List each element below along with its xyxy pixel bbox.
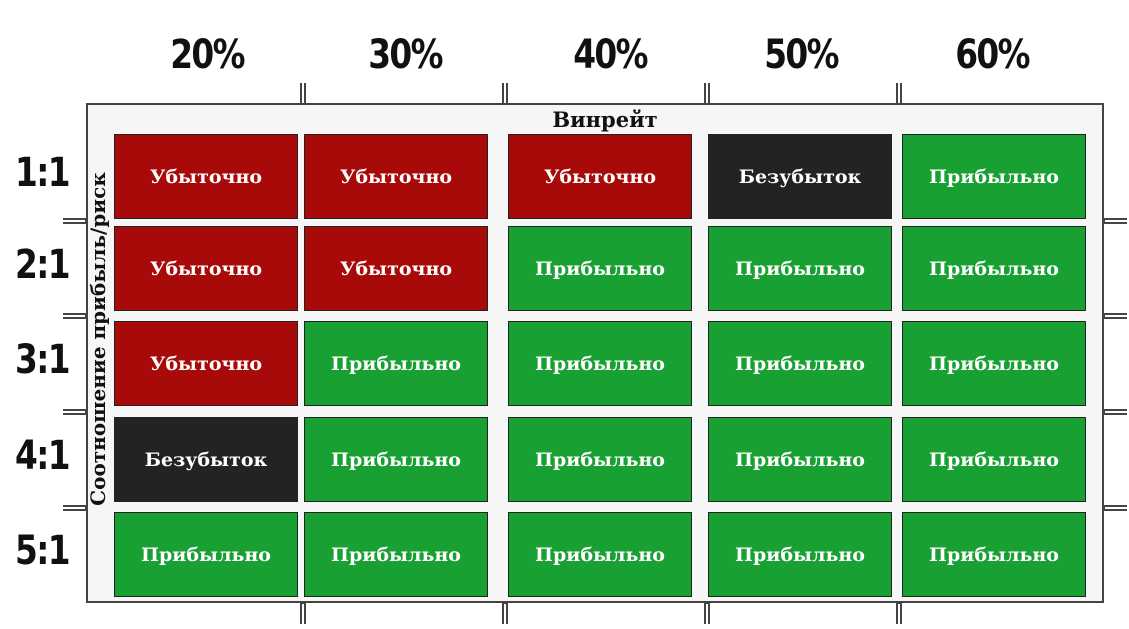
x-axis-title: Винрейт bbox=[552, 107, 658, 132]
frame-tick-right-2 bbox=[1103, 313, 1127, 319]
frame-tick-bottom-2 bbox=[502, 602, 508, 624]
cell-r5-c1: Прибыльно bbox=[114, 512, 298, 597]
frame-tick-right-4 bbox=[1103, 505, 1127, 511]
row-header-4: 4:1 bbox=[15, 433, 70, 479]
cell-r3-c1: Убыточно bbox=[114, 321, 298, 406]
cell-r3-c5: Прибыльно bbox=[902, 321, 1086, 406]
frame-tick-left-4 bbox=[63, 505, 87, 511]
cell-r4-c3: Прибыльно bbox=[508, 417, 692, 502]
cell-r4-c1: Безубыток bbox=[114, 417, 298, 502]
cell-r4-c2: Прибыльно bbox=[304, 417, 488, 502]
cell-r2-c5: Прибыльно bbox=[902, 226, 1086, 311]
frame-tick-right-3 bbox=[1103, 409, 1127, 415]
cell-r1-c4: Безубыток bbox=[708, 134, 892, 219]
cell-r5-c3: Прибыльно bbox=[508, 512, 692, 597]
cell-r1-c3: Убыточно bbox=[508, 134, 692, 219]
row-header-1: 1:1 bbox=[15, 150, 70, 196]
cell-r3-c4: Прибыльно bbox=[708, 321, 892, 406]
cell-r4-c4: Прибыльно bbox=[708, 417, 892, 502]
cell-r2-c4: Прибыльно bbox=[708, 226, 892, 311]
cell-r2-c3: Прибыльно bbox=[508, 226, 692, 311]
frame-tick-left-3 bbox=[63, 409, 87, 415]
cell-r5-c4: Прибыльно bbox=[708, 512, 892, 597]
frame-tick-top-3 bbox=[704, 83, 710, 105]
row-header-2: 2:1 bbox=[15, 242, 70, 288]
frame-tick-bottom-1 bbox=[300, 602, 306, 624]
cell-r3-c3: Прибыльно bbox=[508, 321, 692, 406]
frame-tick-right-1 bbox=[1103, 218, 1127, 224]
column-header-4: 50% bbox=[764, 32, 839, 78]
row-header-5: 5:1 bbox=[15, 528, 70, 574]
frame-tick-bottom-3 bbox=[704, 602, 710, 624]
column-header-2: 30% bbox=[368, 32, 443, 78]
frame-tick-left-1 bbox=[63, 218, 87, 224]
cell-r1-c5: Прибыльно bbox=[902, 134, 1086, 219]
column-header-1: 20% bbox=[170, 32, 245, 78]
row-header-3: 3:1 bbox=[15, 337, 70, 383]
frame-tick-top-1 bbox=[300, 83, 306, 105]
cell-r5-c5: Прибыльно bbox=[902, 512, 1086, 597]
cell-r3-c2: Прибыльно bbox=[304, 321, 488, 406]
cell-r1-c2: Убыточно bbox=[304, 134, 488, 219]
column-header-5: 60% bbox=[955, 32, 1030, 78]
cell-r5-c2: Прибыльно bbox=[304, 512, 488, 597]
frame-tick-left-2 bbox=[63, 313, 87, 319]
y-axis-title: Соотношение прибыль/риск bbox=[86, 172, 110, 506]
column-header-3: 40% bbox=[573, 32, 648, 78]
cell-r2-c1: Убыточно bbox=[114, 226, 298, 311]
cell-r1-c1: Убыточно bbox=[114, 134, 298, 219]
frame-tick-bottom-4 bbox=[896, 602, 902, 624]
frame-tick-top-2 bbox=[502, 83, 508, 105]
cell-r2-c2: Убыточно bbox=[304, 226, 488, 311]
frame-tick-top-4 bbox=[896, 83, 902, 105]
cell-r4-c5: Прибыльно bbox=[902, 417, 1086, 502]
